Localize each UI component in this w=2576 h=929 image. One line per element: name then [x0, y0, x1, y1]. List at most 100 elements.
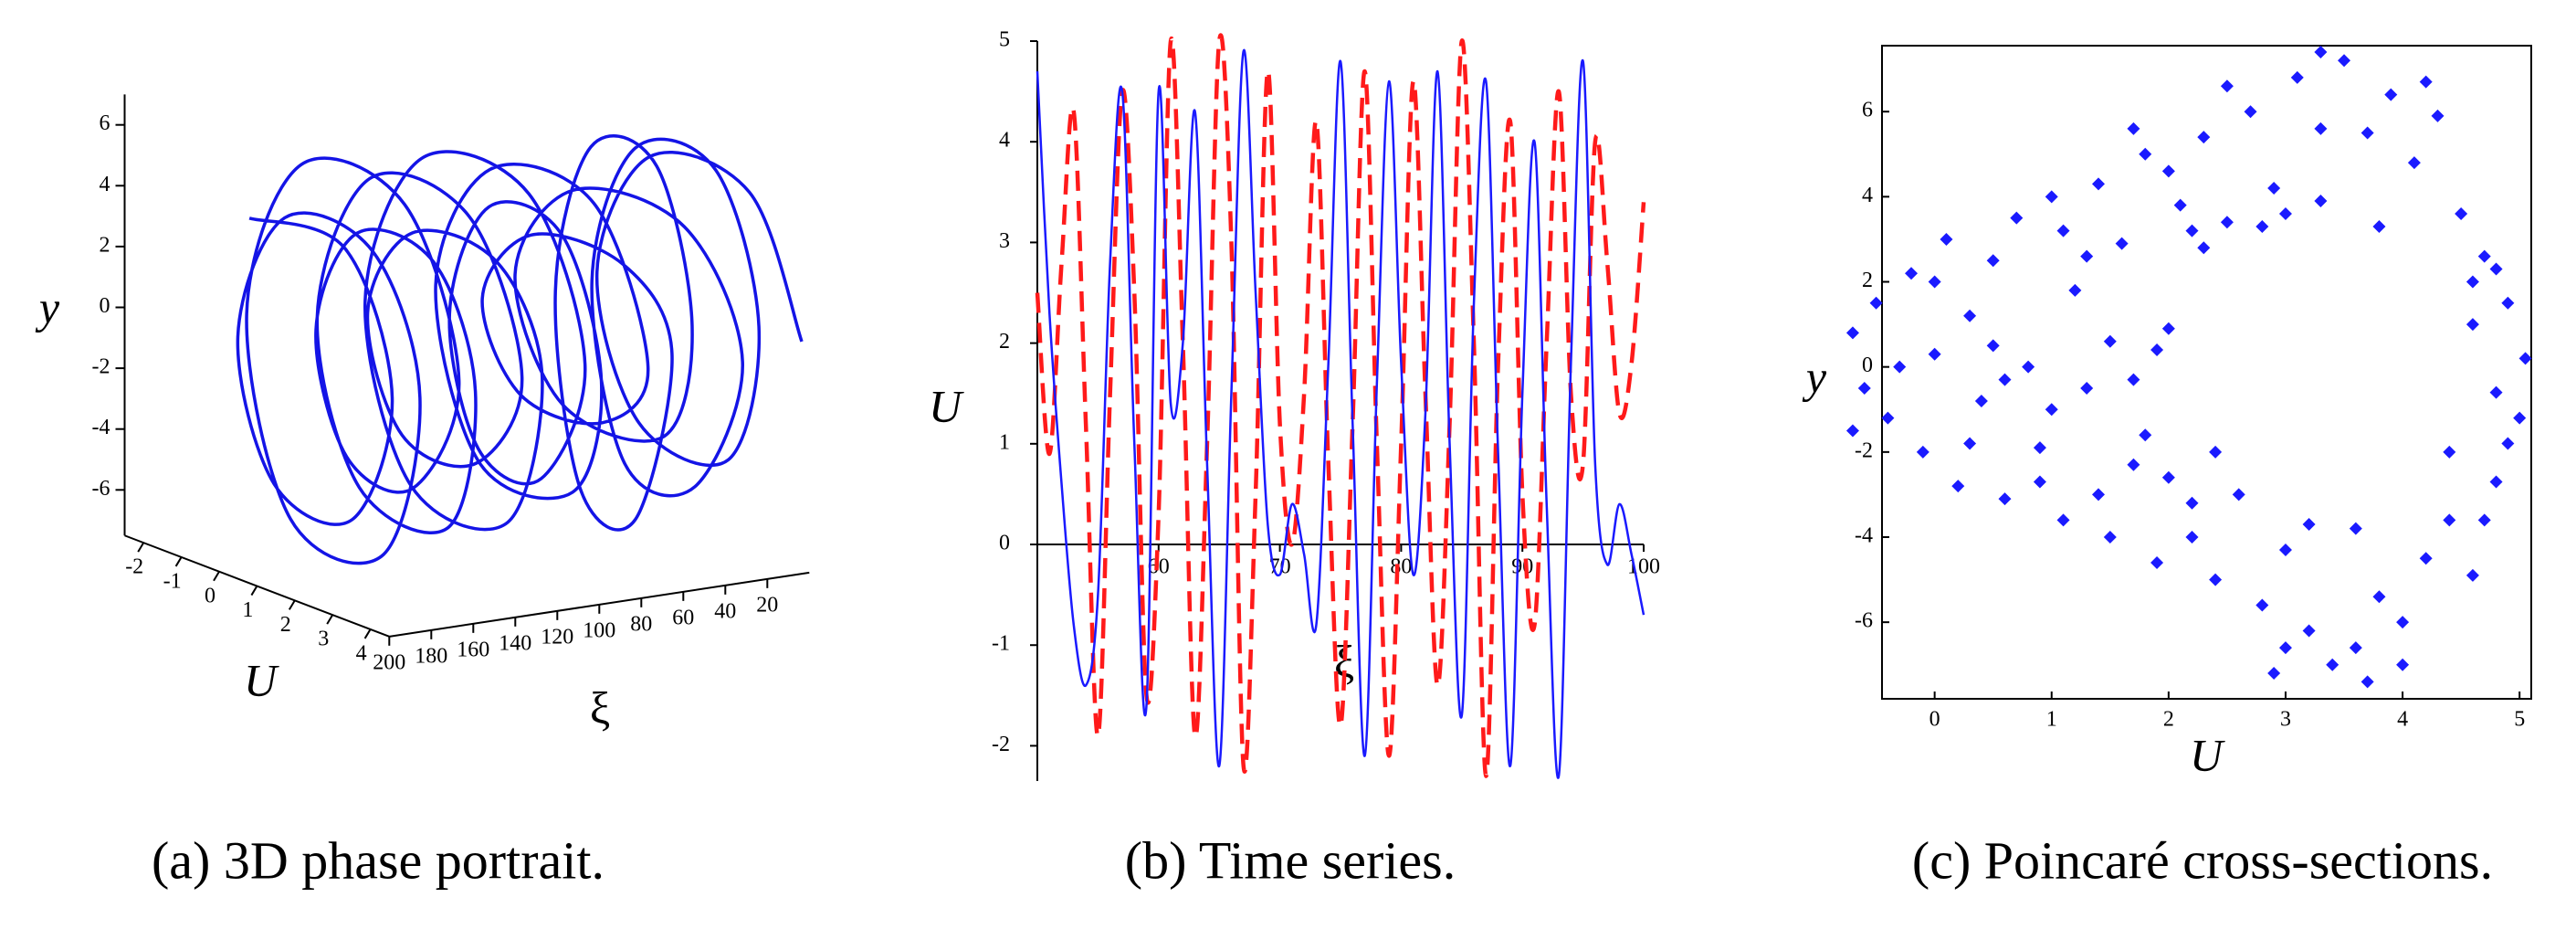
x-tick-label: 2 [2163, 708, 2174, 732]
point [2139, 147, 2152, 161]
y-tick-label: 0 [100, 294, 110, 318]
caption: (b) Time series. [1125, 830, 1456, 890]
point [2501, 296, 2515, 310]
point [2396, 658, 2410, 671]
y-tick-label: 4 [999, 129, 1010, 153]
y-tick-label: -4 [1855, 523, 1873, 547]
point [2314, 121, 2328, 135]
point [2466, 568, 2479, 582]
y-tick-label: -6 [92, 477, 110, 501]
point [1845, 326, 1859, 340]
point [1857, 381, 1871, 395]
y-tick-label: -6 [1855, 609, 1873, 633]
point [2518, 352, 2532, 365]
u-tick-label: 4 [356, 641, 367, 665]
point [2360, 675, 2374, 689]
y-tick-label: 2 [999, 330, 1010, 354]
point [1928, 347, 1941, 361]
point [2115, 237, 2129, 250]
point [2466, 275, 2479, 289]
point [2033, 475, 2046, 489]
y-tick-label: -2 [92, 355, 110, 379]
y-tick-label: 2 [100, 233, 110, 257]
point [1881, 411, 1895, 425]
point [2127, 121, 2140, 135]
point [2080, 249, 2094, 263]
point [1869, 296, 1883, 310]
u-tick-label: 0 [205, 584, 216, 607]
point [2103, 334, 2117, 348]
tick-mark [288, 599, 296, 610]
x-tick-label: 90 [1511, 555, 1533, 579]
point [2349, 641, 2362, 655]
axis-label: ξ [590, 681, 610, 733]
point [2185, 530, 2199, 544]
point [2396, 616, 2410, 629]
point [2068, 283, 2082, 297]
point [2489, 475, 2503, 489]
point [2384, 88, 2398, 101]
point [1928, 275, 1941, 289]
point [2419, 75, 2433, 89]
point [1998, 492, 2012, 506]
point [2209, 573, 2223, 586]
y-tick-label: 4 [1862, 184, 1873, 207]
axis-label: U [929, 380, 964, 431]
point [2255, 219, 2269, 233]
point [2477, 249, 2491, 263]
point [1893, 360, 1907, 374]
x-tick-label: 1 [2046, 708, 2057, 732]
point [1974, 394, 1988, 407]
point [2267, 182, 2281, 195]
point [2209, 445, 2223, 459]
x-tick-label: 5 [2514, 708, 2525, 732]
u-tick-label: 3 [318, 628, 329, 651]
point [2407, 156, 2421, 170]
point [2127, 458, 2140, 471]
point [2255, 598, 2269, 612]
point [2150, 343, 2164, 357]
axis-label: y [35, 281, 60, 333]
y-tick-label: 0 [1862, 354, 1873, 377]
point [2443, 513, 2456, 527]
point [2513, 411, 2527, 425]
point [2161, 164, 2175, 178]
y-tick-label: 4 [100, 173, 110, 196]
x-tick-label: 0 [1929, 708, 1940, 732]
point [2056, 224, 2070, 238]
u-tick-label: -1 [163, 569, 182, 593]
point [2443, 445, 2456, 459]
xi-tick-label: 40 [714, 599, 736, 623]
trajectory [236, 133, 804, 565]
xi-tick-label: 20 [756, 593, 778, 617]
point [2185, 496, 2199, 510]
xi-tick-label: 100 [583, 618, 615, 642]
point [2161, 470, 2175, 484]
point [2045, 403, 2058, 417]
point [1905, 267, 1919, 280]
series-line [1036, 48, 1645, 779]
axis-label: U [2190, 729, 2225, 780]
point [2092, 177, 2105, 191]
point [1845, 424, 1859, 438]
y-tick-label: 6 [1862, 99, 1873, 122]
y-tick-label: -4 [92, 416, 110, 439]
point [2244, 105, 2257, 119]
point [2372, 219, 2386, 233]
point [2278, 641, 2292, 655]
point [2080, 381, 2094, 395]
point [2489, 385, 2503, 399]
point [2033, 441, 2046, 455]
point [2220, 216, 2234, 229]
plot-frame [1881, 45, 2532, 700]
point [1963, 437, 1977, 450]
point [2197, 241, 2211, 255]
y-tick-label: 5 [999, 28, 1010, 52]
y-tick-label: -2 [1855, 438, 1873, 462]
y-tick-label: 3 [999, 229, 1010, 253]
point [2045, 190, 2058, 204]
point [2127, 373, 2140, 386]
point [2349, 522, 2362, 535]
xi-tick-label: 200 [373, 650, 405, 674]
